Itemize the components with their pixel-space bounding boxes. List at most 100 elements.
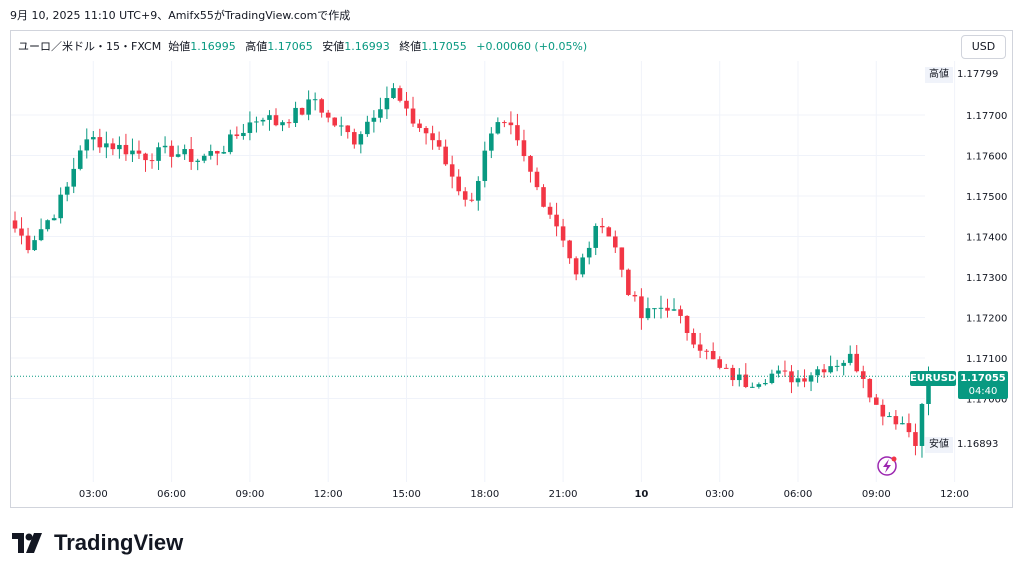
alert-dot <box>891 456 897 462</box>
candle-body <box>325 112 331 118</box>
candle-body <box>521 140 527 157</box>
y-tick-label: 1.17100 <box>966 354 1007 365</box>
candle-body <box>254 121 259 123</box>
candle-body <box>469 199 475 201</box>
candle-body <box>717 359 722 368</box>
candle-body <box>560 226 566 241</box>
candle-body <box>874 397 879 405</box>
candle-body <box>299 107 305 115</box>
candle-body <box>802 378 807 382</box>
candle-body <box>156 147 161 161</box>
open-value: 1.16995 <box>190 40 236 53</box>
candle-body <box>847 353 853 363</box>
x-tick-label: 06:00 <box>784 489 813 500</box>
candle-body <box>12 220 18 229</box>
candle-body <box>841 362 846 366</box>
candle-body <box>221 152 227 154</box>
tradingview-logo-icon <box>12 533 42 553</box>
x-tick-label: 12:00 <box>314 489 343 500</box>
session-high-marker: 高値 1.17799 <box>925 67 1002 83</box>
session-low-marker: 安値 1.16893 <box>925 437 1002 453</box>
tradingview-logo[interactable]: TradingView <box>12 530 184 555</box>
candle-body <box>436 140 442 147</box>
candle-body <box>280 122 285 126</box>
candle-body <box>893 416 899 425</box>
candle-body <box>130 150 135 155</box>
candlestick-chart[interactable]: 1.17700 1.17600 1.17500 1.17400 1.17300 1.172… <box>0 0 1024 510</box>
last-price-tag: 1.17055 04:40 <box>958 371 1008 399</box>
close-value: 1.17055 <box>421 40 467 53</box>
candle-body <box>495 122 501 134</box>
open-label: 始値 <box>168 40 191 53</box>
candle-body <box>32 240 37 251</box>
candle-body <box>710 351 716 360</box>
candle-body <box>730 367 736 381</box>
chart-frame[interactable] <box>10 30 1013 508</box>
candle-body <box>371 117 377 122</box>
candle-body <box>645 308 651 319</box>
bar-countdown: 04:40 <box>968 386 998 397</box>
candle-body <box>697 344 703 351</box>
candle-body <box>169 145 174 157</box>
candle-body <box>678 309 683 316</box>
candle-body <box>143 153 148 161</box>
candle-body <box>38 229 44 241</box>
candle-body <box>750 386 755 388</box>
candle-body <box>776 370 781 374</box>
low-label: 安値 <box>322 40 345 53</box>
candle-body <box>926 376 931 404</box>
candle-body <box>345 125 351 133</box>
currency-button[interactable]: USD <box>961 35 1006 59</box>
candle-body <box>260 119 266 122</box>
high-value: 1.17065 <box>267 40 313 53</box>
candle-body <box>430 133 435 141</box>
candle-body <box>475 180 481 201</box>
y-tick-label: 1.17000 <box>966 395 1007 406</box>
candle-body <box>502 122 507 124</box>
candle-body <box>77 150 83 169</box>
candle-body <box>443 146 448 165</box>
candle-body <box>828 366 833 373</box>
brand-name: TradingView <box>54 530 184 555</box>
candle-body <box>743 374 749 387</box>
candle-body <box>358 134 364 145</box>
high-marker-label: 高値 <box>925 67 953 83</box>
candle-body <box>906 423 912 433</box>
last-price-value: 1.17055 <box>960 373 1006 384</box>
candle-body <box>736 374 742 381</box>
candle-body <box>541 187 546 207</box>
candle-body <box>97 137 103 148</box>
candle-body <box>613 236 618 248</box>
candle-body <box>854 353 860 372</box>
candle-body <box>900 423 905 425</box>
candle-body <box>554 214 559 227</box>
x-tick-label: 10 <box>634 489 648 500</box>
candle-body <box>19 228 24 236</box>
candle-body <box>228 134 233 153</box>
candle-body <box>887 416 892 418</box>
candle-body <box>71 168 77 187</box>
candle-body <box>365 121 370 135</box>
candle-body <box>606 227 612 237</box>
candle-body <box>391 88 396 99</box>
candle-body <box>332 117 338 126</box>
candle-body <box>795 378 801 383</box>
candle-body <box>456 176 461 192</box>
candle-body <box>691 332 696 345</box>
y-tick-label: 1.17600 <box>966 152 1007 163</box>
x-tick-label: 09:00 <box>235 489 264 500</box>
candle-body <box>671 309 677 311</box>
symbol-label[interactable]: ユーロ／米ドル・15・FXCM <box>18 40 162 53</box>
candle-body <box>45 220 50 230</box>
candle-body <box>567 240 572 259</box>
candle-body <box>626 269 631 295</box>
candle-body <box>136 150 142 154</box>
candle-body <box>241 132 246 137</box>
candle-body <box>684 315 690 333</box>
chart-caption: 9月 10, 2025 11:10 UTC+9、Amifx55がTradingV… <box>10 9 351 22</box>
candle-body <box>64 186 70 195</box>
candle-body <box>723 367 729 369</box>
candle-body <box>763 383 768 385</box>
candle-body <box>482 150 488 181</box>
y-tick-label: 1.17400 <box>966 233 1007 244</box>
